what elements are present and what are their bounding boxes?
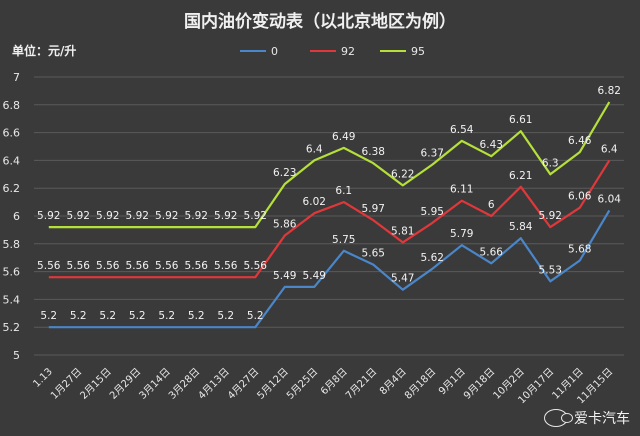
x-tick-label: 5月12日 [255, 366, 291, 402]
data-label: 5.62 [421, 252, 444, 264]
data-label: 5.92 [214, 210, 237, 222]
data-label: 6.3 [542, 157, 559, 169]
x-tick-label: 1月27日 [48, 366, 84, 402]
data-label: 5.95 [421, 206, 444, 218]
data-label: 6.4 [306, 143, 323, 155]
data-label: 6.37 [421, 148, 444, 160]
legend-label: 92 [341, 45, 355, 58]
y-tick-label: 7 [13, 71, 20, 84]
watermark-text: 爱卡汽车 [574, 411, 630, 427]
data-label: 6.4 [601, 143, 618, 155]
y-tick-label: 5.2 [3, 321, 21, 334]
data-label: 5.65 [362, 248, 385, 260]
data-label: 5.2 [129, 310, 146, 322]
data-label: 6.54 [450, 124, 474, 136]
y-tick-label: 5.4 [3, 293, 21, 306]
x-tick-label: 7月21日 [343, 366, 379, 402]
data-label: 6.02 [303, 196, 326, 208]
data-label: 5.92 [126, 210, 149, 222]
data-label: 5.56 [214, 260, 238, 272]
data-label: 6.04 [598, 193, 622, 205]
data-label: 5.86 [273, 218, 297, 230]
data-label: 5.2 [70, 310, 87, 322]
data-label: 5.66 [480, 246, 504, 258]
data-label: 5.79 [450, 228, 473, 240]
data-label: 6.11 [450, 184, 473, 196]
data-label: 5.49 [273, 270, 296, 282]
y-tick-label: 6.2 [3, 182, 21, 195]
series-line-0 [48, 209, 611, 329]
y-tick-label: 5 [13, 349, 20, 362]
series-line-92 [48, 159, 611, 279]
data-label: 6.46 [568, 135, 592, 147]
data-label: 6.82 [598, 85, 621, 97]
data-label: 5.2 [188, 310, 205, 322]
x-tick-label: 2月15日 [78, 366, 114, 402]
y-tick-label: 6.8 [3, 99, 21, 112]
data-label: 5.56 [96, 260, 120, 272]
series-line-95 [48, 101, 611, 229]
data-label: 6.43 [480, 139, 503, 151]
data-label: 6.21 [509, 170, 532, 182]
data-label: 6.1 [335, 185, 352, 197]
x-tick-label: 1.13 [31, 366, 55, 390]
data-label: 5.47 [391, 273, 414, 285]
data-label: 5.49 [303, 270, 326, 282]
data-label: 6.49 [332, 131, 355, 143]
y-tick-label: 6.6 [3, 127, 21, 140]
data-label: 5.84 [509, 221, 533, 233]
legend-label: 95 [411, 45, 425, 58]
data-label: 5.2 [99, 310, 116, 322]
data-label: 5.92 [67, 210, 90, 222]
data-label: 6.23 [273, 167, 296, 179]
data-label: 6.38 [362, 146, 385, 158]
chart-title: 国内油价变动表（以北京地区为例） [184, 11, 456, 32]
data-label: 5.92 [185, 210, 208, 222]
data-label: 5.56 [244, 260, 268, 272]
data-label: 6.22 [391, 168, 414, 180]
y-tick-label: 5.6 [3, 266, 21, 279]
data-label: 5.92 [155, 210, 178, 222]
data-label: 5.2 [217, 310, 234, 322]
data-label: 5.56 [67, 260, 91, 272]
wechat-icon [544, 409, 573, 427]
data-label: 5.92 [37, 210, 60, 222]
data-label: 5.2 [247, 310, 264, 322]
legend-label: 0 [271, 45, 278, 58]
data-label: 5.92 [539, 210, 562, 222]
y-tick-label: 5.8 [3, 238, 21, 251]
data-label: 6 [488, 199, 495, 211]
x-tick-label: 9月18日 [461, 366, 497, 402]
data-label: 5.97 [362, 203, 385, 215]
unit-label: 单位：元/升 [12, 43, 76, 58]
data-label: 5.92 [244, 210, 267, 222]
data-label: 5.56 [185, 260, 209, 272]
x-tick-label: 5月25日 [284, 366, 320, 402]
x-tick-label: 2月29日 [107, 366, 143, 402]
y-tick-label: 6.4 [3, 154, 21, 167]
watermark: 爱卡汽车 [544, 408, 630, 428]
data-label: 5.56 [155, 260, 179, 272]
data-label: 5.92 [96, 210, 119, 222]
data-label: 6.06 [568, 191, 592, 203]
data-label: 5.75 [332, 234, 355, 246]
y-tick-label: 6 [13, 210, 20, 223]
data-label: 5.2 [158, 310, 175, 322]
data-label: 5.81 [391, 225, 414, 237]
data-label: 5.53 [539, 264, 562, 276]
data-label: 6.61 [509, 114, 532, 126]
data-label: 5.56 [37, 260, 61, 272]
x-tick-label: 8月18日 [402, 366, 438, 402]
x-tick-label: 4月27日 [225, 366, 261, 402]
data-label: 5.2 [40, 310, 57, 322]
x-tick-label: 3月14日 [137, 366, 173, 402]
data-label: 5.56 [126, 260, 150, 272]
x-tick-label: 4月13日 [196, 366, 232, 402]
x-tick-label: 3月28日 [166, 366, 202, 402]
data-label: 5.68 [568, 243, 591, 255]
